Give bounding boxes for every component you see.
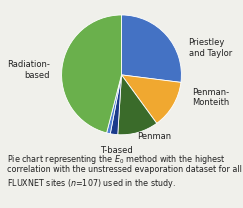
Wedge shape [122,15,182,82]
Text: Priestley
and Taylor: Priestley and Taylor [189,38,232,58]
Wedge shape [107,75,122,134]
Wedge shape [118,75,157,135]
Text: correlation with the unstressed evaporation dataset for all: correlation with the unstressed evaporat… [7,165,242,174]
Text: Penman-
Monteith: Penman- Monteith [192,88,229,107]
Text: Radiation-
based: Radiation- based [7,60,50,80]
Wedge shape [110,75,122,135]
Wedge shape [61,15,122,133]
Text: Penman: Penman [137,132,172,141]
Wedge shape [122,75,181,123]
Text: T-based: T-based [100,146,133,155]
Text: FLUXNET sites ($n$=107) used in the study.: FLUXNET sites ($n$=107) used in the stud… [7,177,176,190]
Text: Pie chart representing the $E_0$ method with the highest: Pie chart representing the $E_0$ method … [7,153,226,166]
